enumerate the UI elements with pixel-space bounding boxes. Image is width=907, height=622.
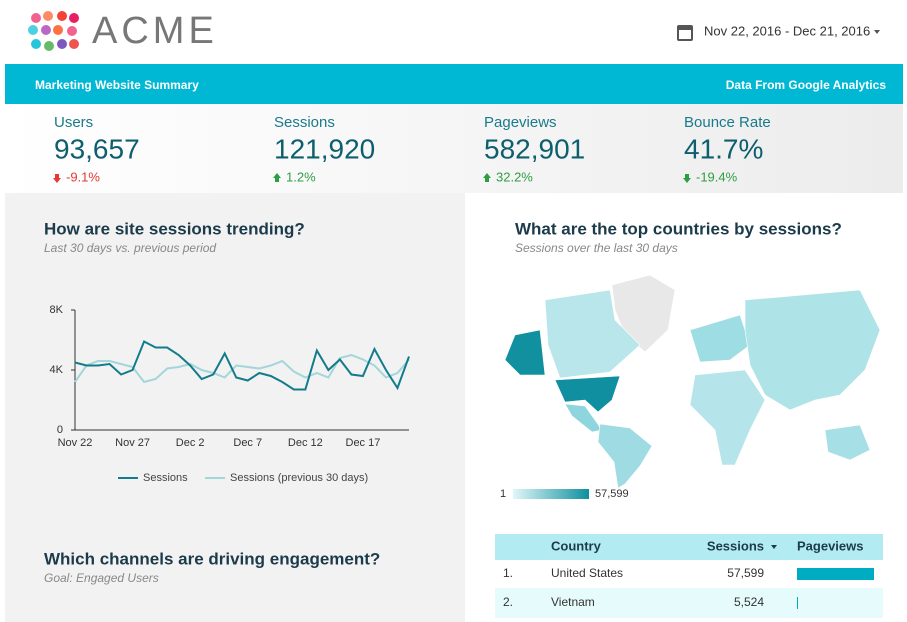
banner [5,64,903,104]
kpi-change: 1.2% [286,169,316,184]
dropdown-arrow[interactable] [874,30,880,34]
legend-label: Sessions [143,472,188,484]
country: United States [551,566,623,580]
x-tick-label: Dec 7 [233,437,262,449]
header-bg [0,0,907,64]
world-map [504,274,881,489]
banner-right: Data From Google Analytics [726,78,887,92]
trend-arrow [683,174,691,183]
x-tick-label: Dec 2 [176,437,205,449]
kpi-label: Pageviews [484,114,557,131]
legend-label: Sessions (previous 30 days) [230,472,368,484]
kpi-value: 93,657 [54,133,140,164]
country: Vietnam [551,595,595,609]
kpi-label: Bounce Rate [684,114,771,131]
date-range[interactable]: Nov 22, 2016 - Dec 21, 2016 [704,23,870,38]
calendar-icon [677,25,693,41]
logo [28,11,79,51]
chart-title: How are site sessions trending? [44,219,305,238]
rank: 2. [503,595,513,609]
series-line [74,353,410,384]
kpi-value: 582,901 [484,133,585,164]
pageviews-bar [797,597,798,609]
rank: 1. [503,566,513,580]
kpi-value: 41.7% [684,133,763,164]
kpi-label: Users [54,114,93,131]
series-line [74,340,410,391]
map-subtitle: Sessions over the last 30 days [515,241,678,255]
kpi-change: -9.1% [66,169,100,184]
y-tick-label: 8K [50,304,64,316]
section-subtitle: Goal: Engaged Users [44,571,159,585]
sort-arrow [771,545,777,549]
left-panel [5,193,465,622]
kpi-change: 32.2% [496,169,533,184]
column-header[interactable]: Country [551,538,602,553]
logo-text: ACME [92,10,218,52]
y-tick-label: 4K [50,364,64,376]
x-tick-label: Nov 22 [58,437,93,449]
sessions: 5,524 [734,595,764,609]
table-header [495,534,883,560]
banner-left: Marketing Website Summary [35,78,199,92]
kpi-label: Sessions [274,114,335,131]
map-title: What are the top countries by sessions? [515,219,842,238]
scale-min: 1 [500,488,506,500]
kpi-row [5,104,903,193]
x-tick-label: Dec 17 [346,437,381,449]
trend-arrow [483,173,491,182]
table-row [495,588,883,618]
trend-arrow [273,173,281,182]
column-header[interactable]: Pageviews [797,538,864,553]
column-header[interactable]: Sessions [707,538,764,553]
trend-arrow [53,174,61,183]
sessions: 57,599 [727,566,764,580]
color-scale [513,489,589,499]
chart-subtitle: Last 30 days vs. previous period [44,241,216,255]
y-tick-label: 0 [57,424,63,436]
kpi-change: -19.4% [696,169,738,184]
x-tick-label: Nov 27 [115,437,150,449]
scale-max: 57,599 [595,488,629,500]
section-title: Which channels are driving engagement? [44,549,380,568]
kpi-value: 121,920 [274,133,375,164]
x-tick-label: Dec 12 [288,437,323,449]
pageviews-bar [797,568,874,580]
